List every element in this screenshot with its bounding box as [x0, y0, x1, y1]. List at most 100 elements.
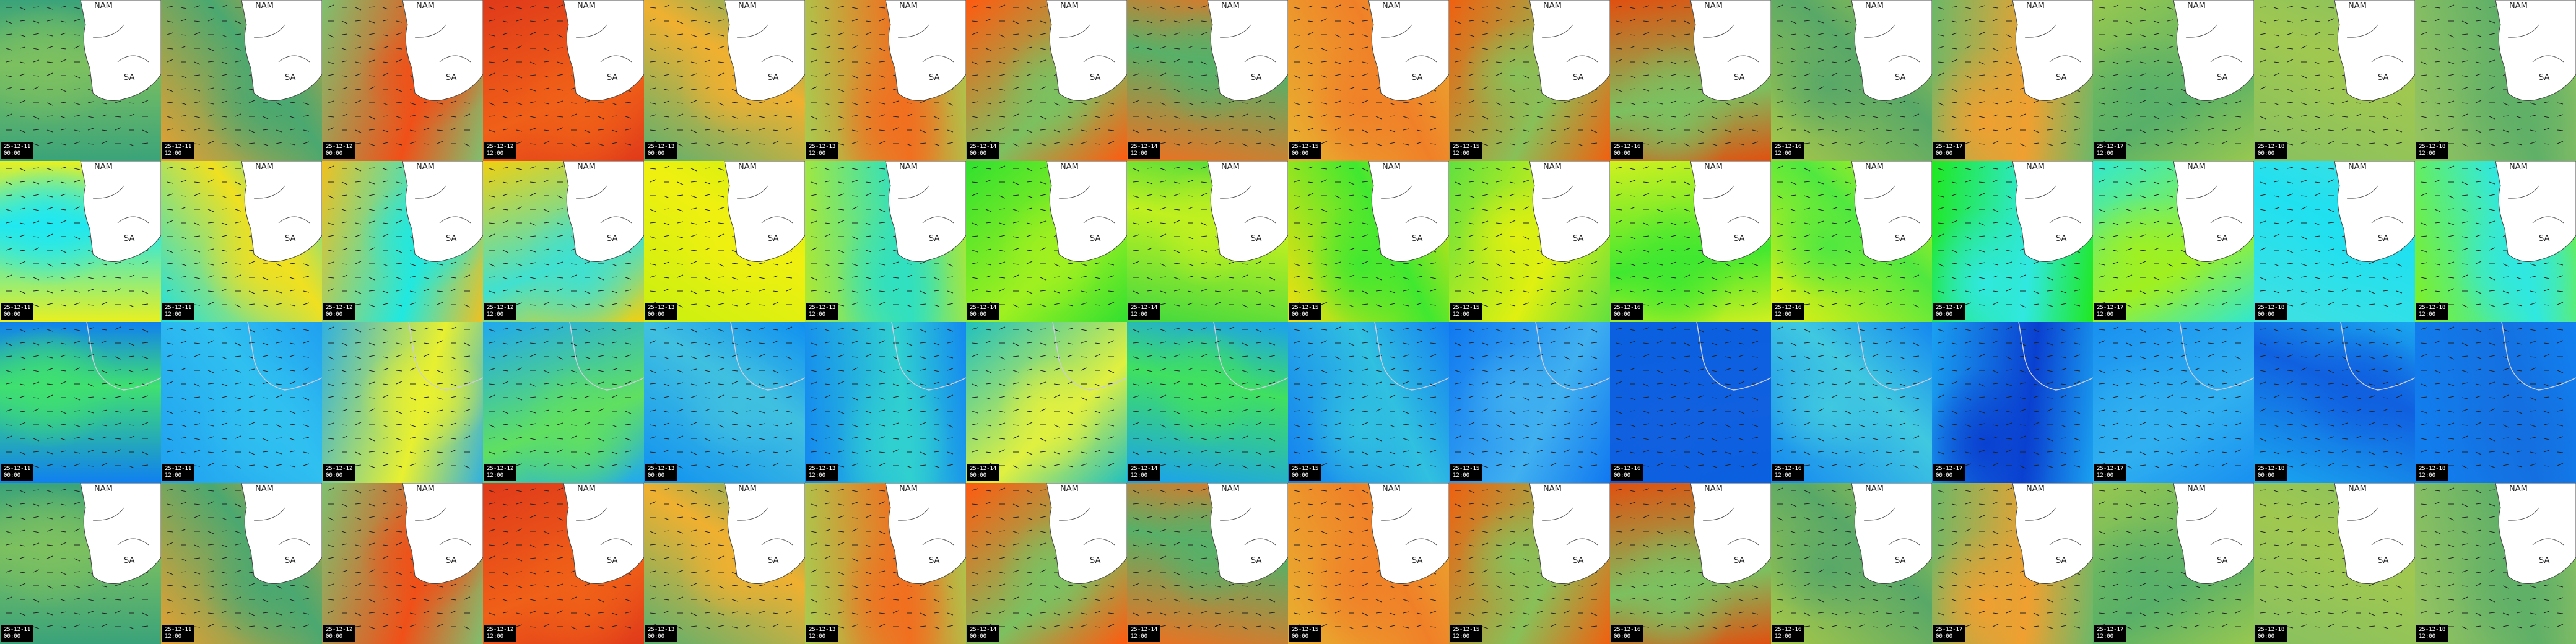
wind-barb: [704, 86, 711, 90]
wind-barb: [341, 60, 348, 63]
wind-barb: [879, 451, 886, 453]
wind-barb: [1040, 220, 1046, 224]
wind-overlay: [2421, 0, 2576, 147]
country-label: SA: [1734, 73, 1745, 82]
wind-barb: [396, 424, 402, 425]
wind-barb: [368, 129, 375, 131]
wind-barb: [677, 248, 684, 251]
wind-barb: [920, 451, 926, 455]
wind-barb: [1307, 193, 1314, 196]
wind-barb: [355, 368, 362, 371]
wind-barb: [1804, 261, 1811, 264]
wind-barb: [2099, 263, 2105, 266]
wind-barb: [1591, 142, 1598, 144]
border: [575, 24, 632, 63]
wind-barb: [450, 261, 457, 264]
wind-barb: [1403, 263, 1409, 264]
wind-barb: [1858, 129, 1865, 132]
wind-barb: [2489, 220, 2496, 224]
wind-barb: [194, 327, 201, 330]
wind-barb: [1040, 181, 1046, 185]
wind-barb: [1992, 168, 1999, 170]
wind-barb: [851, 7, 858, 9]
wind-barb: [2180, 116, 2187, 119]
wind-barb: [999, 222, 1006, 225]
wind-barb: [1348, 87, 1355, 90]
wind-barb: [824, 102, 831, 106]
wind-barb: [2421, 5, 2427, 8]
wind-barb: [811, 355, 817, 357]
wind-barb: [811, 408, 817, 412]
country-label: NAM: [1543, 1, 1562, 11]
wind-barb: [1886, 129, 1892, 131]
wind-barb: [704, 304, 711, 307]
wind-barb: [677, 355, 684, 357]
wind-barb: [2328, 248, 2334, 251]
wind-barb: [115, 449, 121, 453]
wind-barb: [1026, 290, 1033, 294]
wind-barb: [382, 7, 389, 10]
wind-barb: [60, 116, 67, 119]
wind-barb: [382, 19, 389, 22]
wind-barb: [824, 195, 831, 198]
wind-barb: [382, 394, 389, 398]
wind-barb: [1725, 129, 1731, 133]
wind-barb: [1965, 180, 1972, 183]
wind-barb: [663, 449, 670, 453]
wind-barb: [663, 34, 670, 38]
wind-barb: [46, 451, 53, 455]
wind-barb: [1616, 102, 1622, 103]
wind-barb: [502, 289, 509, 292]
wind-overlay: [1616, 0, 1771, 147]
wind-barb: [1656, 114, 1663, 117]
land: [241, 161, 322, 262]
wind-barb: [933, 129, 940, 131]
wind-barb: [1656, 302, 1663, 305]
wind-barb: [1591, 100, 1598, 103]
map-tile: NAM SA 25-12-15 00:00: [1288, 161, 1449, 322]
wind-barb: [690, 61, 697, 64]
wind-barb: [1777, 34, 1783, 38]
wind-barb: [464, 397, 471, 399]
wind-barb: [489, 19, 495, 22]
wind-overlay: [6, 161, 161, 308]
wind-barb: [6, 248, 12, 251]
wind-barb: [1026, 100, 1033, 103]
wind-barb: [718, 46, 724, 49]
wind-barb: [276, 102, 282, 106]
wind-barb: [1482, 59, 1489, 63]
wind-barb: [167, 32, 173, 35]
wind-barb: [1294, 45, 1300, 49]
wind-barb: [1067, 342, 1074, 345]
wind-barb: [1965, 75, 1972, 79]
wind-barb: [690, 89, 697, 90]
wind-barb: [865, 235, 872, 237]
wind-barb: [1321, 290, 1328, 292]
wind-barb: [1321, 87, 1328, 90]
wind-barb: [1269, 290, 1276, 292]
wind-barb: [1348, 181, 1355, 185]
wind-barb: [865, 20, 872, 22]
wind-barb: [1684, 48, 1690, 51]
wind-barb: [985, 87, 992, 90]
wind-barb: [19, 395, 26, 398]
wind-barb: [745, 102, 752, 105]
wind-barb: [1629, 206, 1636, 210]
wind-barb: [1978, 101, 1985, 103]
wind-barb: [87, 116, 94, 118]
wind-barb: [1629, 129, 1636, 132]
wind-barb: [382, 142, 389, 144]
wind-barb: [2126, 113, 2133, 117]
wind-barb: [1643, 61, 1650, 65]
wind-barb: [1738, 143, 1745, 146]
wind-barb: [1334, 222, 1341, 225]
wind-barb: [1160, 263, 1167, 267]
wind-barb: [74, 451, 80, 454]
wind-barb: [1173, 167, 1180, 169]
wind-barb: [1201, 289, 1208, 292]
wind-barb: [2489, 304, 2496, 307]
wind-barb: [341, 248, 348, 251]
wind-barb: [207, 248, 214, 251]
wind-barb: [1133, 7, 1139, 11]
wind-barb: [1375, 304, 1382, 307]
